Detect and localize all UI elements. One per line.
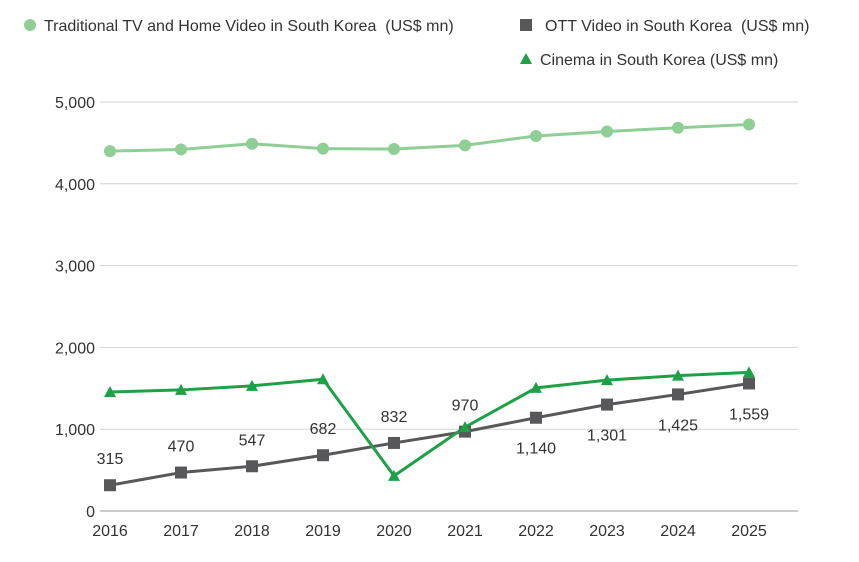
data-label: 970 <box>452 398 479 415</box>
data-point-triangle <box>104 385 116 397</box>
y-tick-label: 1,000 <box>55 422 95 439</box>
data-label: 315 <box>97 451 124 468</box>
y-tick-label: 2,000 <box>55 340 95 357</box>
legend-marker-cinema <box>520 53 532 64</box>
y-axis: 0 1,000 2,000 3,000 4,000 5,000 <box>55 95 95 521</box>
data-point-square <box>104 479 116 492</box>
legend-label-cinema: Cinema in South Korea (US$ mn) <box>540 52 778 69</box>
x-tick-label: 2025 <box>731 523 767 540</box>
x-tick-label: 2019 <box>305 523 341 540</box>
data-point-circle <box>246 137 258 150</box>
y-tick-label: 3,000 <box>55 259 95 276</box>
data-point-square <box>175 466 187 479</box>
data-label: 832 <box>381 409 408 426</box>
x-tick-label: 2016 <box>92 523 128 540</box>
data-point-square <box>246 460 258 473</box>
series-line-1 <box>109 381 750 487</box>
x-tick-label: 2021 <box>447 523 483 540</box>
data-point-triangle <box>601 374 613 386</box>
data-point-circle <box>459 139 471 152</box>
data-point-square <box>672 388 684 401</box>
data-point-triangle <box>317 373 329 385</box>
legend-marker-traditional-tv <box>24 19 36 31</box>
data-point-circle <box>388 143 400 156</box>
data-point-circle <box>601 125 613 138</box>
series-line-0 <box>109 122 750 153</box>
data-point-triangle <box>672 369 684 381</box>
data-label: 470 <box>168 439 195 456</box>
data-point-circle <box>175 143 187 156</box>
data-label: 1,425 <box>658 417 698 434</box>
series-lines <box>109 122 750 487</box>
data-point-circle <box>317 142 329 155</box>
data-point-triangle <box>459 421 471 433</box>
x-tick-label: 2020 <box>376 523 412 540</box>
series-markers <box>104 118 755 492</box>
data-point-square <box>601 398 613 411</box>
y-tick-label: 0 <box>86 504 95 521</box>
legend-label-traditional-tv: Traditional TV and Home Video in South K… <box>44 18 454 35</box>
data-point-triangle <box>175 383 187 395</box>
legend-marker-ott-video <box>520 19 532 31</box>
data-label: 1,140 <box>516 441 556 458</box>
x-tick-label: 2018 <box>234 523 270 540</box>
data-label: 682 <box>310 421 337 438</box>
data-point-triangle <box>743 366 755 378</box>
legend-label-ott-video: OTT Video in South Korea (US$ mn) <box>545 18 809 35</box>
data-label: 1,559 <box>729 406 769 423</box>
data-point-circle <box>672 121 684 134</box>
data-point-circle <box>530 129 542 142</box>
x-tick-label: 2022 <box>518 523 554 540</box>
data-label: 1,301 <box>587 428 627 445</box>
data-point-triangle <box>246 379 258 391</box>
x-tick-label: 2017 <box>163 523 199 540</box>
series-line-2 <box>109 370 750 478</box>
data-point-square <box>530 411 542 424</box>
data-label: 547 <box>239 432 266 449</box>
y-tick-label: 4,000 <box>55 177 95 194</box>
data-point-triangle <box>388 469 400 481</box>
gridlines <box>100 101 798 512</box>
legend: Traditional TV and Home Video in South K… <box>24 18 809 69</box>
data-point-circle <box>743 118 755 131</box>
data-labels: 315 470 547 682 832 970 1,140 1,301 1,425 1,559 <box>97 398 769 469</box>
x-axis: 2016 2017 2018 2019 2020 2021 2022 2023 2024 2025 <box>92 523 767 540</box>
x-tick-label: 2023 <box>589 523 625 540</box>
data-point-square <box>388 436 400 449</box>
x-tick-label: 2024 <box>660 523 696 540</box>
data-point-triangle <box>530 381 542 393</box>
y-tick-label: 5,000 <box>55 95 95 112</box>
data-point-square <box>743 377 755 390</box>
data-point-circle <box>104 145 116 158</box>
data-point-square <box>317 449 329 462</box>
